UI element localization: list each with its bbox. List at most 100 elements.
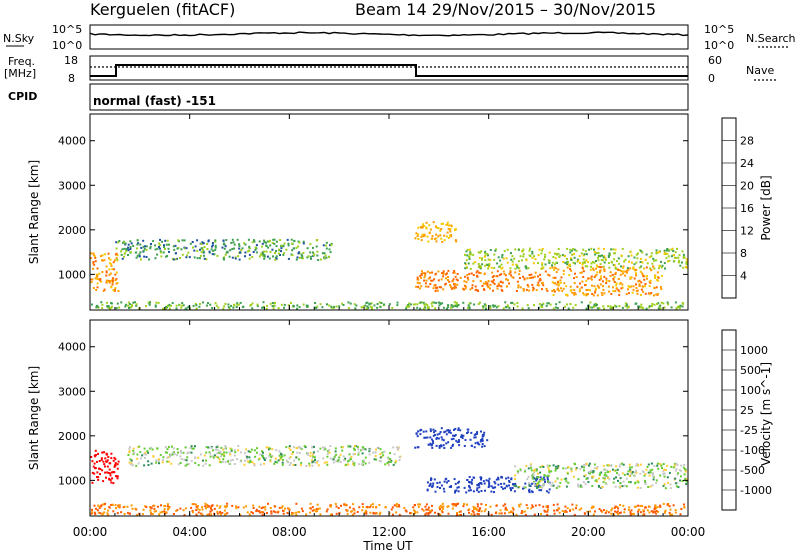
echo-cell — [604, 512, 607, 514]
echo-cell — [521, 307, 524, 310]
echo-cell — [361, 503, 364, 506]
echo-cell — [289, 449, 292, 451]
echo-cell — [655, 249, 658, 252]
echo-cell — [441, 240, 444, 243]
echo-cell — [454, 229, 456, 232]
echo-cell — [427, 306, 430, 309]
echo-cell — [552, 256, 555, 258]
echo-cell — [222, 243, 225, 245]
echo-cell — [452, 504, 455, 507]
echo-cell — [553, 268, 555, 271]
echo-cell — [197, 456, 200, 459]
echo-cell — [538, 303, 541, 305]
echo-cell — [160, 251, 163, 254]
echo-cell — [153, 507, 156, 510]
echo-cell — [473, 433, 476, 436]
echo-cell — [185, 247, 188, 250]
echo-cell — [581, 485, 584, 488]
echo-cell — [530, 276, 533, 279]
echo-cell — [549, 303, 552, 306]
echo-cell — [219, 451, 222, 454]
echo-cell — [506, 248, 509, 251]
echo-cell — [370, 302, 373, 305]
echo-cell — [669, 487, 672, 490]
echo-cell — [287, 244, 290, 247]
echo-cell — [258, 510, 261, 513]
echo-cell — [650, 462, 653, 465]
echo-cell — [476, 487, 479, 490]
echo-cell — [545, 505, 548, 508]
echo-cell — [652, 511, 655, 514]
echo-cell — [633, 268, 636, 271]
echo-cell — [648, 306, 651, 309]
echo-cell — [595, 303, 598, 306]
echo-cell — [471, 510, 474, 512]
echo-cell — [143, 255, 146, 258]
echo-cell — [654, 277, 657, 279]
echo-cell — [271, 302, 274, 304]
echo-cell — [573, 292, 576, 295]
echo-cell — [614, 304, 617, 307]
freq-line — [90, 64, 688, 77]
echo-cell — [92, 252, 95, 255]
echo-cell — [102, 503, 105, 506]
echo-cell — [253, 239, 255, 242]
echo-cell — [177, 463, 180, 466]
echo-cell — [555, 303, 558, 306]
echo-cell — [678, 259, 681, 262]
echo-cell — [613, 281, 616, 283]
echo-cell — [159, 238, 161, 241]
echo-cell — [184, 507, 187, 510]
echo-cell — [114, 253, 117, 256]
echo-cell — [583, 293, 586, 296]
echo-cell — [548, 274, 551, 277]
echo-cell — [553, 290, 556, 293]
echo-cell — [569, 285, 572, 288]
echo-cell — [488, 481, 491, 484]
echo-cell — [214, 239, 217, 242]
echo-cell — [489, 305, 492, 308]
echo-cell — [420, 301, 423, 304]
echo-cell — [311, 459, 313, 462]
echo-cell — [99, 473, 101, 476]
echo-cell — [622, 504, 625, 507]
echo-cell — [672, 504, 675, 507]
echo-cell — [618, 269, 621, 272]
echo-cell — [299, 446, 302, 449]
echo-cell — [266, 255, 269, 258]
echo-cell — [496, 275, 499, 278]
echo-cell — [501, 289, 504, 292]
echo-cell — [516, 266, 519, 269]
echo-cell — [616, 468, 619, 471]
echo-cell — [414, 446, 417, 449]
echo-cell — [596, 265, 599, 268]
echo-cell — [449, 230, 452, 233]
echo-cell — [639, 487, 642, 489]
echo-cell — [528, 289, 531, 292]
echo-cell — [425, 279, 428, 282]
echo-cell — [268, 257, 271, 260]
echo-cell — [521, 250, 524, 253]
echo-cell — [631, 471, 634, 473]
echo-cell — [679, 469, 682, 472]
echo-cell — [586, 510, 589, 513]
echo-cell — [513, 257, 516, 260]
echo-cell — [440, 286, 443, 289]
echo-cell — [466, 306, 469, 309]
echo-cell — [430, 279, 433, 282]
echo-cell — [589, 268, 592, 271]
echo-cell — [493, 267, 496, 269]
echo-cell — [106, 305, 109, 308]
echo-cell — [431, 485, 434, 488]
echo-cell — [504, 274, 507, 277]
echo-cell — [127, 243, 130, 246]
echo-cell — [419, 301, 422, 304]
echo-cell — [132, 447, 135, 450]
echo-cell — [490, 280, 493, 283]
echo-cell — [470, 513, 473, 516]
echo-cell — [422, 307, 425, 310]
echo-cell — [378, 513, 381, 516]
echo-cell — [554, 469, 557, 472]
echo-cell — [447, 236, 450, 239]
echo-cell — [96, 274, 99, 277]
